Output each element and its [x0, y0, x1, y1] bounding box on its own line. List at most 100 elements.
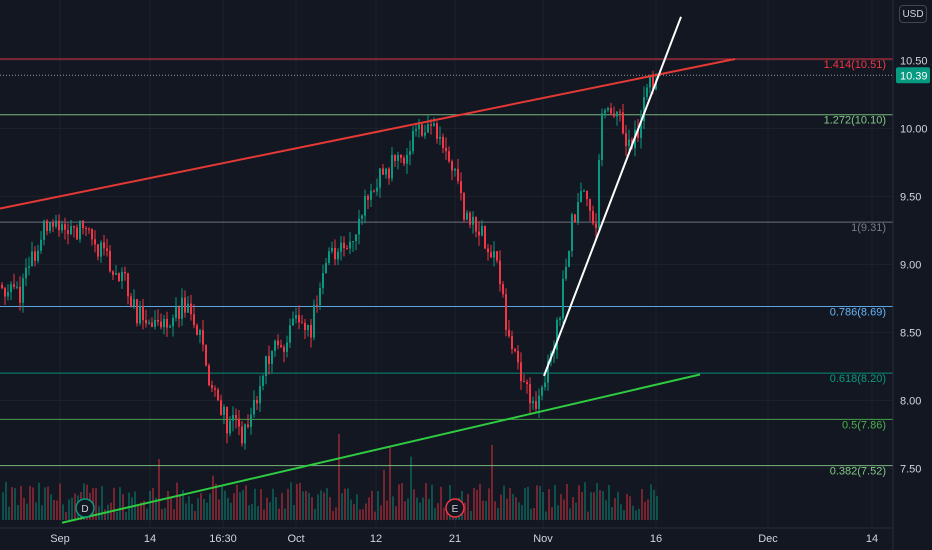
candle-body: [568, 251, 570, 267]
volume-bar: [290, 482, 292, 520]
candle-body: [10, 284, 12, 293]
candle-body: [223, 406, 225, 415]
volume-bar: [566, 483, 568, 520]
candle-body: [127, 273, 129, 297]
white-rally-line[interactable]: [543, 16, 682, 377]
candle-body: [379, 168, 381, 188]
time-axis[interactable]: Sep 14 16:30 Oct 12 21 Nov 16 Dec 14: [0, 527, 893, 545]
volume-bar: [395, 506, 397, 520]
price-axis[interactable]: 7.50 8.00 8.50 9.00 9.50 10.00 10.50 10.39: [892, 0, 930, 550]
volume-bar: [371, 490, 373, 520]
time-tick-label: 12: [370, 533, 382, 545]
volume-bar: [446, 511, 448, 520]
candle-body: [643, 96, 645, 121]
volume-bar: [140, 502, 142, 520]
currency-button[interactable]: USD: [899, 5, 927, 23]
volume-bar: [47, 486, 49, 520]
candle-body: [178, 307, 180, 319]
candle-body: [265, 356, 267, 376]
volume-bar: [644, 501, 646, 520]
candle-body: [337, 251, 339, 260]
candle-body: [514, 348, 516, 351]
green-support-line[interactable]: [61, 373, 701, 524]
volume-bar: [626, 493, 628, 520]
candle-body: [637, 129, 639, 138]
candle-body: [169, 326, 171, 328]
volume-bar: [425, 483, 427, 520]
candle-body: [376, 187, 378, 192]
candle-body: [460, 181, 462, 194]
fib-label: 0.382(7.52): [830, 466, 886, 478]
volume-bar: [254, 488, 256, 520]
candle-body: [358, 218, 360, 235]
red-resistance-line[interactable]: [0, 57, 736, 210]
volume-bar: [347, 488, 349, 520]
volume-bar: [179, 494, 181, 520]
volume-bar: [623, 510, 625, 520]
volume-bar: [437, 503, 439, 520]
volume-bar: [224, 490, 226, 520]
candle-body: [250, 414, 252, 428]
candle-body: [472, 216, 474, 225]
candle-body: [304, 322, 306, 331]
trendlines[interactable]: [0, 16, 736, 524]
last-price-badge: [896, 67, 930, 84]
candle-body: [37, 250, 39, 261]
time-tick-label: Nov: [533, 533, 553, 545]
volume-bar: [326, 488, 328, 520]
volume-bar: [329, 497, 331, 520]
volume-bar: [167, 490, 169, 520]
candle-body: [610, 108, 612, 114]
time-tick-label: 16:30: [209, 533, 237, 545]
volume-bar: [161, 509, 163, 520]
volume-bar: [569, 508, 571, 520]
volume-bar: [338, 433, 340, 520]
candle-body: [100, 242, 102, 257]
candle-body: [490, 252, 492, 258]
volume-bar: [521, 505, 523, 520]
volume-bar: [380, 505, 382, 520]
volume-bar: [341, 493, 343, 520]
candle-body: [400, 154, 402, 158]
volume-bar: [221, 485, 223, 520]
candle-body: [502, 284, 504, 295]
volume-bar: [260, 489, 262, 520]
price-tick-label: 9.50: [900, 191, 921, 203]
volume-bar: [53, 500, 55, 520]
volume-bar: [251, 503, 253, 520]
candle-body: [436, 123, 438, 139]
volume-bar: [302, 491, 304, 520]
volume-bar: [533, 508, 535, 520]
volume-bar: [578, 485, 580, 520]
volume-bar: [245, 485, 247, 520]
candle-body: [571, 214, 573, 252]
candle-body: [445, 147, 447, 152]
candle-body: [454, 168, 456, 171]
volume-bar: [311, 497, 313, 520]
fib-label: 1.414(10.51): [824, 59, 886, 71]
candle-body: [211, 385, 213, 389]
volume-bar: [8, 506, 10, 520]
volume-bar: [281, 492, 283, 520]
volume-bar: [548, 489, 550, 520]
time-tick-label: Dec: [758, 533, 778, 545]
candle-body: [415, 129, 417, 131]
volume-bar: [632, 505, 634, 520]
volume-bar: [242, 490, 244, 520]
candle-body: [517, 350, 519, 363]
candle-body: [199, 330, 201, 335]
volume-bar: [503, 485, 505, 520]
volume-bar: [362, 509, 364, 520]
candle-body: [382, 168, 384, 175]
candle-body: [361, 215, 363, 219]
event-marker-e[interactable]: E: [445, 498, 465, 518]
volume-bar: [524, 487, 526, 520]
candle-body: [442, 136, 444, 148]
event-marker-d[interactable]: D: [75, 498, 95, 518]
candle-body: [451, 161, 453, 171]
candle-body: [346, 248, 348, 250]
volume-bar: [236, 484, 238, 520]
candle-body: [619, 111, 621, 113]
